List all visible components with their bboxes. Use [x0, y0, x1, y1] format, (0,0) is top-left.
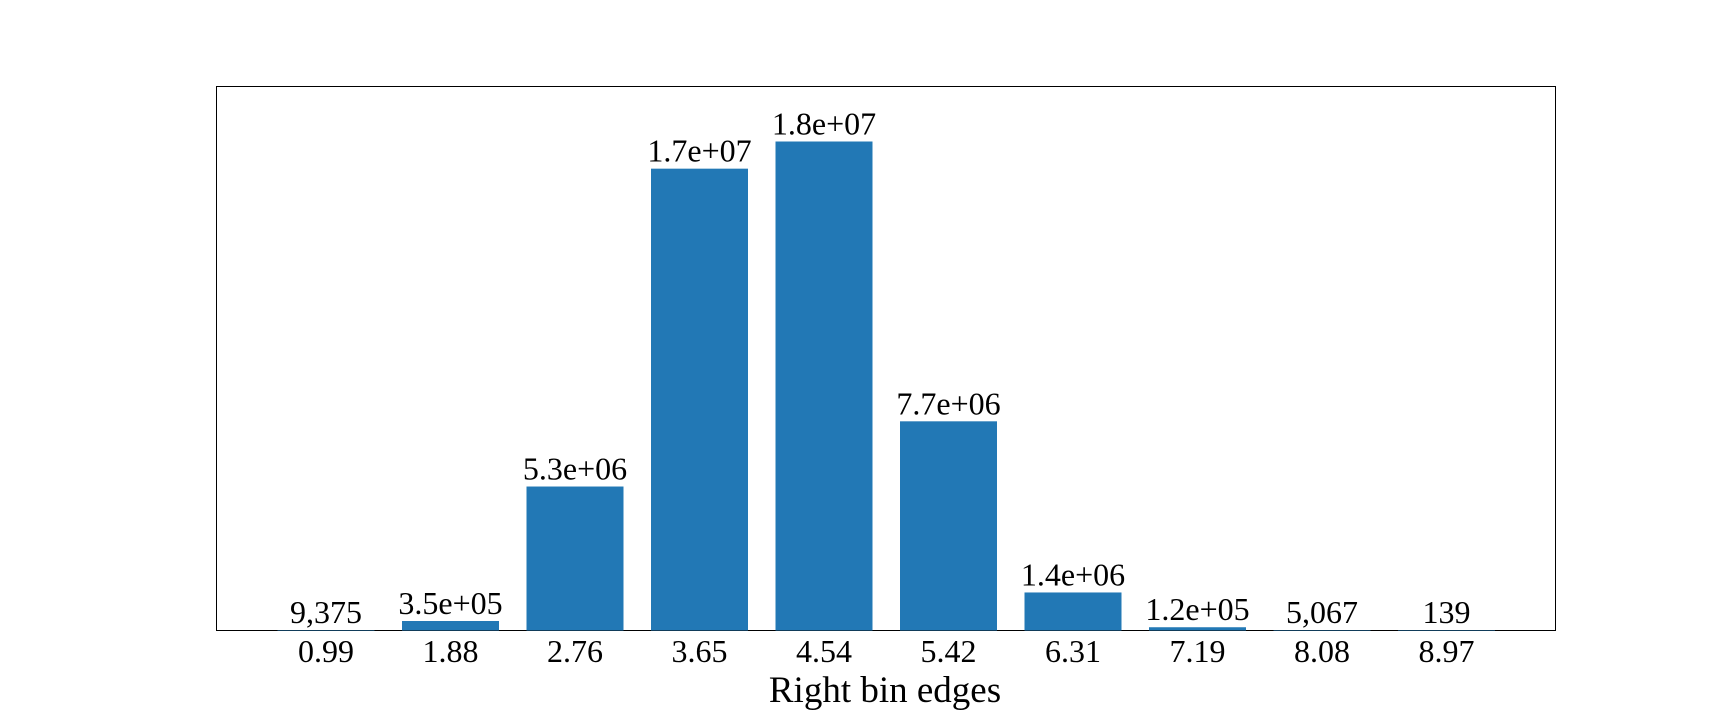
bar-value-label: 7.7e+06	[896, 385, 1000, 421]
bar-value-label: 5,067	[1286, 594, 1358, 630]
bar-3.65	[651, 168, 748, 631]
bar-value-label: 139	[1423, 594, 1471, 630]
bar-labels-group: 9,375 3.5e+05 5.3e+06 1.7e+07 1.8e+07 7.7e+06…	[290, 106, 1471, 631]
bar-value-label: 1.7e+07	[647, 133, 751, 169]
plot-frame	[216, 86, 1556, 631]
bar-2.76	[526, 486, 624, 631]
bar-value-label: 5.3e+06	[523, 451, 627, 487]
x-tick-label: 8.97	[1419, 633, 1475, 669]
bar-0.99	[277, 630, 375, 631]
bar-value-label: 9,375	[290, 594, 362, 630]
bar-4.54	[775, 141, 873, 631]
x-tick-label: 6.31	[1045, 633, 1101, 669]
bar-6.31	[1024, 592, 1122, 631]
bar-value-label: 1.4e+06	[1021, 556, 1125, 592]
x-tick-label: 5.42	[921, 633, 977, 669]
bar-7.19	[1149, 627, 1246, 631]
bar-8.08	[1273, 630, 1371, 631]
bar-1.88	[402, 620, 499, 631]
bar-5.42	[900, 421, 997, 631]
bar-8.97	[1398, 630, 1495, 631]
x-tick-label: 3.65	[672, 633, 728, 669]
x-tick-label: 4.54	[796, 633, 852, 669]
bar-value-label: 3.5e+05	[398, 585, 502, 621]
x-tick-label: 8.08	[1294, 633, 1350, 669]
x-tick-label: 7.19	[1170, 633, 1226, 669]
bar-value-label: 1.2e+05	[1145, 591, 1249, 627]
x-axis-title: Right bin edges	[769, 670, 1001, 711]
x-tick-label: 1.88	[423, 633, 479, 669]
x-tick-labels-group: 0.99 1.88 2.76 3.65 4.54 5.42 6.31 7.19 8.08 8.97	[298, 633, 1475, 669]
bar-value-label: 1.8e+07	[772, 106, 876, 142]
bars-group	[277, 141, 1495, 631]
x-tick-label: 2.76	[547, 633, 603, 669]
x-tick-label: 0.99	[298, 633, 354, 669]
